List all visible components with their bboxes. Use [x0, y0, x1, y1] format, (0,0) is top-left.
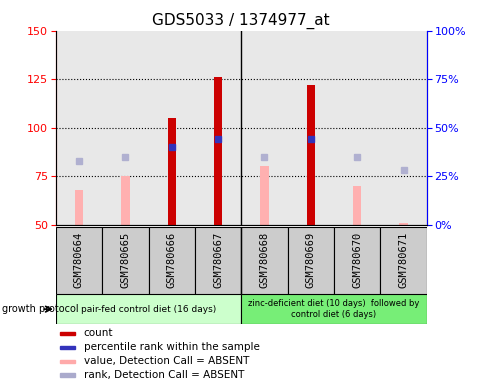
Bar	[75, 190, 83, 225]
Text: value, Detection Call = ABSENT: value, Detection Call = ABSENT	[83, 356, 248, 366]
Bar	[121, 176, 129, 225]
Bar	[352, 186, 361, 225]
Bar	[287, 227, 333, 294]
Title: GDS5033 / 1374977_at: GDS5033 / 1374977_at	[152, 13, 330, 29]
Text: GSM780664: GSM780664	[74, 232, 84, 288]
Text: GSM780668: GSM780668	[259, 232, 269, 288]
Text: GSM780669: GSM780669	[305, 232, 315, 288]
Bar	[260, 167, 268, 225]
Text: GSM780670: GSM780670	[351, 232, 362, 288]
Bar	[333, 227, 379, 294]
Text: growth protocol: growth protocol	[2, 304, 79, 314]
Bar	[399, 223, 407, 225]
Bar	[379, 227, 426, 294]
Bar	[60, 374, 75, 377]
Bar	[56, 294, 241, 324]
Bar	[60, 359, 75, 363]
Bar	[102, 227, 148, 294]
Bar	[60, 332, 75, 335]
Text: count: count	[83, 328, 113, 338]
Bar	[167, 118, 176, 225]
Text: GSM780667: GSM780667	[212, 232, 223, 288]
Text: zinc-deficient diet (10 days)  followed by
control diet (6 days): zinc-deficient diet (10 days) followed b…	[248, 300, 419, 319]
Bar	[306, 85, 315, 225]
Bar	[213, 77, 222, 225]
Bar	[195, 227, 241, 294]
Text: GSM780671: GSM780671	[398, 232, 408, 288]
Text: GSM780666: GSM780666	[166, 232, 176, 288]
Bar	[241, 227, 287, 294]
Bar	[148, 227, 195, 294]
Text: rank, Detection Call = ABSENT: rank, Detection Call = ABSENT	[83, 370, 243, 380]
Bar	[241, 294, 426, 324]
Text: percentile rank within the sample: percentile rank within the sample	[83, 342, 259, 352]
Text: pair-fed control diet (16 days): pair-fed control diet (16 days)	[81, 305, 216, 314]
Bar	[60, 346, 75, 349]
Bar	[56, 227, 102, 294]
Text: GSM780665: GSM780665	[120, 232, 130, 288]
